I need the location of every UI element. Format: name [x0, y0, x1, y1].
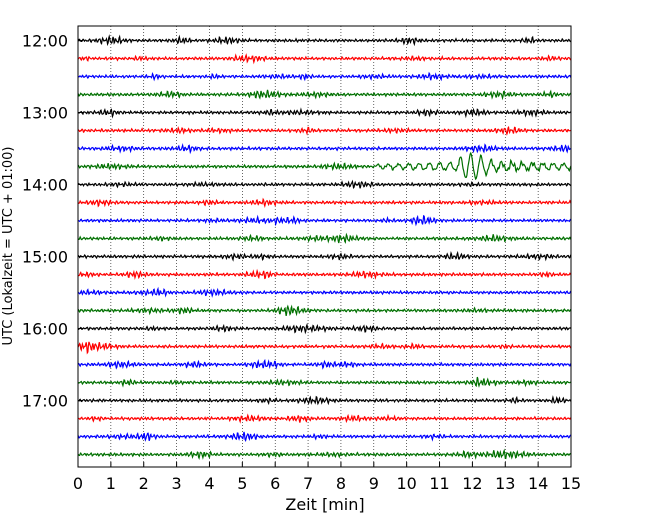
trace-1345 [77, 151, 572, 181]
y-tick-label: 15:00 [22, 248, 68, 267]
trace-1645 [77, 376, 572, 388]
y-tick-label: 16:00 [22, 320, 68, 339]
y-axis-ticks: 12:00 13:00 14:00 15:00 16:00 17:00 [22, 32, 83, 411]
trace-1745 [77, 448, 572, 460]
trace-1430 [77, 214, 572, 227]
x-tick-label: 5 [237, 474, 247, 493]
trace-1545 [77, 304, 572, 317]
trace-1230 [77, 71, 572, 82]
y-tick-label: 13:00 [22, 104, 68, 123]
trace-1715 [77, 413, 572, 424]
x-axis-ticks: 0 1 2 3 4 5 6 7 8 9 10 11 12 13 14 15 [73, 462, 581, 493]
trace-1615 [77, 341, 572, 355]
x-tick-label: 3 [172, 474, 182, 493]
trace-1700 [77, 395, 572, 406]
x-tick-label: 6 [270, 474, 280, 493]
x-tick-label: 8 [336, 474, 346, 493]
trace-1215 [77, 53, 572, 65]
trace-1500 [77, 250, 572, 262]
y-axis-label: UTC (Lokalzeit = UTC + 01:00) [1, 147, 16, 346]
trace-1730 [77, 431, 572, 442]
seismic-traces [77, 34, 572, 460]
x-tick-label: 13 [495, 474, 515, 493]
x-axis-label: Zeit [min] [285, 495, 364, 514]
x-tick-label: 7 [303, 474, 313, 493]
trace-1330 [77, 142, 572, 155]
trace-1600 [77, 322, 572, 335]
y-tick-label: 14:00 [22, 176, 68, 195]
x-tick-label: 12 [462, 474, 482, 493]
x-tick-label: 10 [396, 474, 416, 493]
trace-1245 [77, 89, 572, 101]
x-tick-label: 2 [139, 474, 149, 493]
trace-1530 [77, 286, 572, 298]
x-tick-label: 4 [204, 474, 214, 493]
trace-1315 [77, 125, 572, 136]
x-tick-label: 14 [528, 474, 548, 493]
trace-1445 [77, 232, 572, 244]
x-tick-label: 1 [106, 474, 116, 493]
y-tick-label: 17:00 [22, 392, 68, 411]
trace-1200 [77, 34, 572, 47]
trace-1415 [77, 197, 572, 209]
x-tick-label: 15 [561, 474, 581, 493]
plot-frame [77, 25, 572, 468]
trace-1630 [77, 358, 572, 370]
trace-1300 [77, 107, 572, 119]
x-tick-label: 9 [369, 474, 379, 493]
trace-1400 [77, 179, 572, 189]
x-tick-label: 11 [429, 474, 449, 493]
y-tick-label: 12:00 [22, 32, 68, 51]
x-tick-label: 0 [73, 474, 83, 493]
trace-1515 [77, 268, 572, 280]
